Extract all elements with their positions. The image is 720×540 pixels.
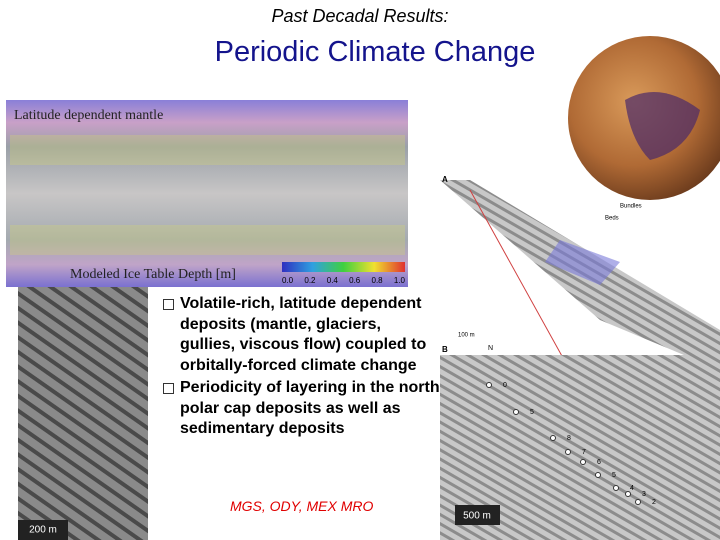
scale-bg	[18, 520, 68, 540]
kicker: Past Decadal Results:	[271, 6, 449, 26]
layer-dot	[513, 409, 519, 415]
layer-number: 8	[567, 435, 571, 442]
layer-number: 7	[582, 449, 586, 456]
layer-dot	[565, 449, 571, 455]
layer-number: 6	[597, 459, 601, 466]
colorbar-tick: 0.6	[349, 276, 361, 285]
colorbar-tick: 0.8	[371, 276, 383, 285]
figure-label: Bundles	[620, 204, 642, 210]
figure-label: Beds	[605, 216, 619, 222]
bullet-text: Periodicity of layering in the north pol…	[180, 379, 440, 437]
colorbar-tick: 0.0	[282, 276, 294, 285]
layer-number: 0	[503, 382, 507, 389]
colorbar-tick: 1.0	[393, 276, 405, 285]
layer-number: 3	[642, 491, 646, 498]
layer-dot	[486, 382, 492, 388]
map-band	[10, 225, 405, 255]
scale-bg	[455, 505, 500, 525]
map-label: Latitude dependent mantle	[14, 108, 163, 123]
highlight-band	[545, 240, 620, 285]
layer-number: 5	[530, 409, 534, 416]
missions: MGS, ODY, MEX MRO	[230, 498, 374, 514]
layer-dot	[580, 459, 586, 465]
layer-dot	[613, 485, 619, 491]
panel-label: B	[442, 345, 448, 354]
layer-dot	[625, 491, 631, 497]
title: Periodic Climate Change	[214, 36, 536, 68]
bullet: Periodicity of layering in the north pol…	[160, 378, 440, 440]
globe-deposit	[625, 92, 700, 160]
colorbar-tick: 0.4	[326, 276, 338, 285]
panel-label: A	[442, 175, 448, 184]
layer-dot	[550, 435, 556, 441]
scale-label: 200 m	[29, 525, 57, 536]
bullet-marker	[163, 383, 174, 394]
scale-label: 500 m	[463, 511, 491, 522]
bullet-marker	[163, 299, 174, 310]
colorbar-tick: 0.2	[304, 276, 316, 285]
colorbar-ticks: 0.0 0.2 0.4 0.6 0.8 1.0	[282, 276, 405, 285]
map-band	[10, 135, 405, 165]
left-image	[18, 287, 148, 540]
map-label: Modeled Ice Table Depth [m]	[70, 267, 236, 282]
ice-map	[6, 100, 408, 287]
layer-number: 2	[652, 499, 656, 506]
layer-dot	[595, 472, 601, 478]
layer-number: 5	[612, 472, 616, 479]
figure-label: N	[488, 345, 493, 352]
layer-dot	[635, 499, 641, 505]
layer-number: 4	[630, 485, 634, 492]
bullet: Volatile-rich, latitude dependent deposi…	[160, 294, 440, 376]
bullet-text: Volatile-rich, latitude dependent deposi…	[180, 295, 427, 374]
colorbar	[282, 262, 405, 272]
bullet-list: Volatile-rich, latitude dependent deposi…	[160, 294, 440, 442]
figure-label: 100 m	[458, 333, 475, 339]
